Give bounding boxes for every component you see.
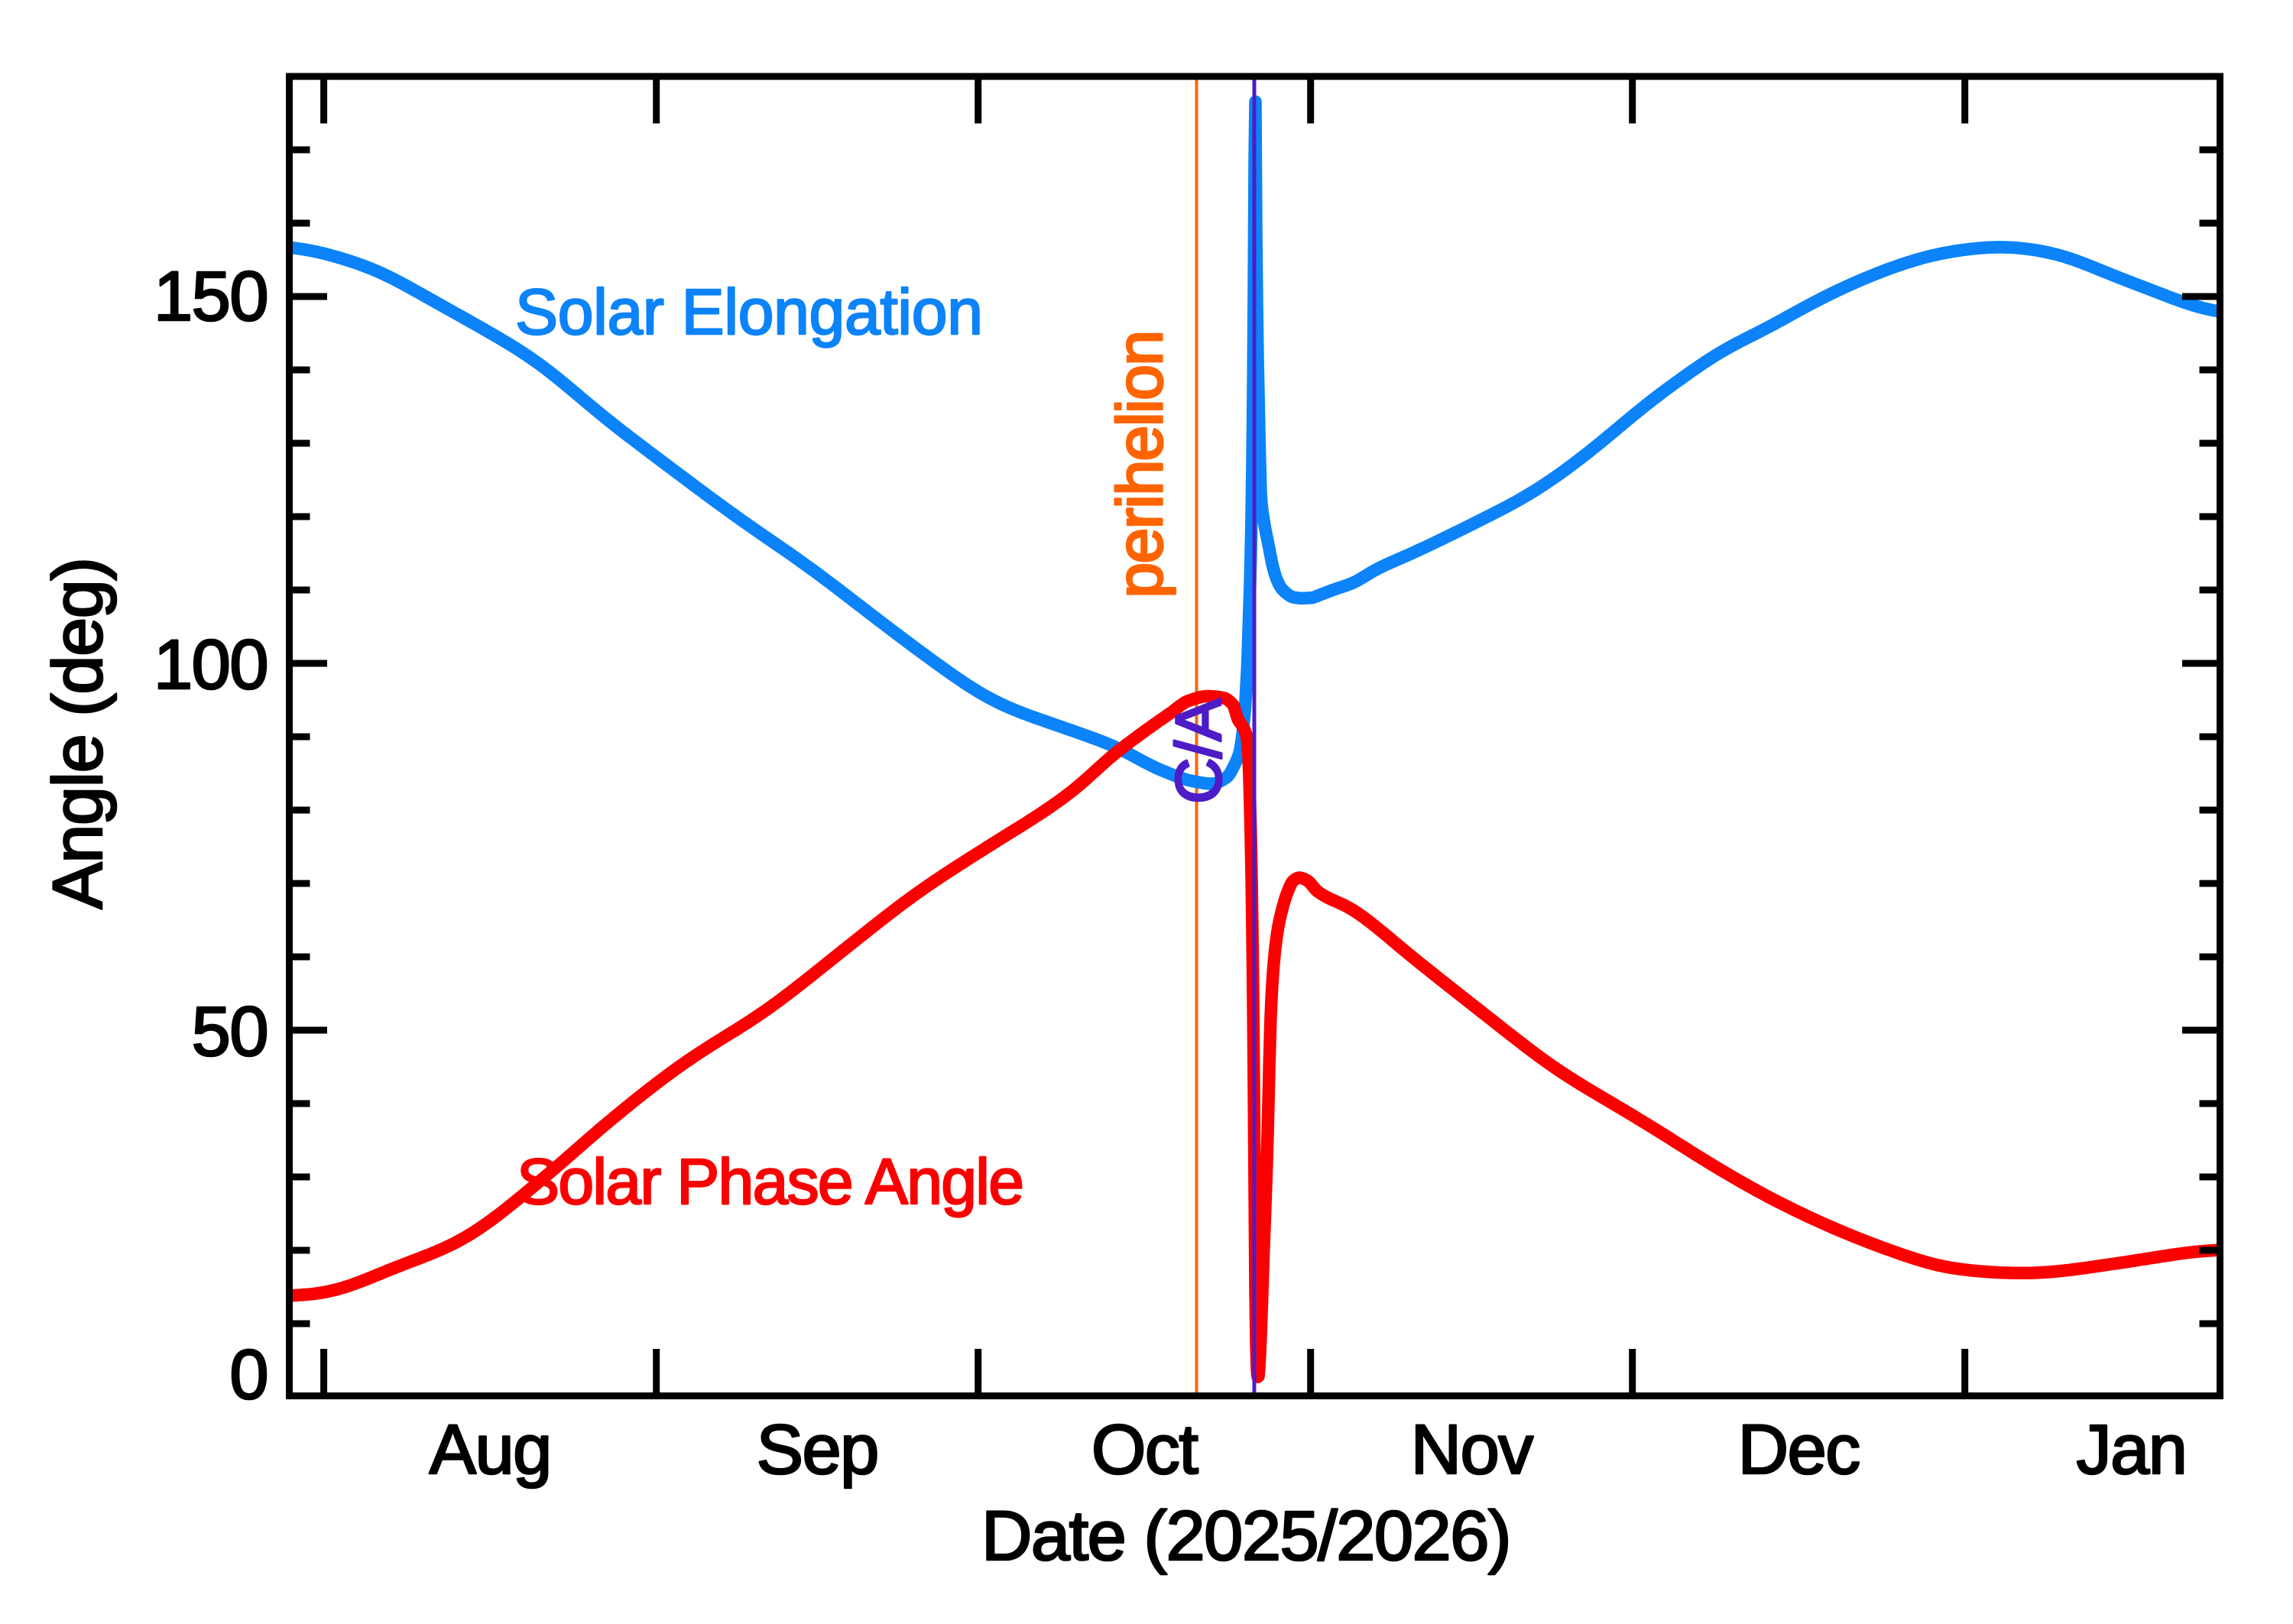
svg-text:Dec: Dec — [1738, 1411, 1860, 1489]
svg-text:perihelion: perihelion — [1104, 331, 1176, 598]
svg-text:0: 0 — [229, 1336, 268, 1414]
svg-text:Jan: Jan — [2077, 1411, 2187, 1489]
svg-text:Angle (deg): Angle (deg) — [39, 558, 117, 909]
svg-text:Solar Elongation: Solar Elongation — [515, 276, 983, 348]
svg-text:Nov: Nov — [1411, 1411, 1534, 1489]
svg-text:150: 150 — [154, 258, 268, 335]
svg-text:50: 50 — [192, 993, 268, 1071]
svg-text:Oct: Oct — [1091, 1411, 1198, 1489]
svg-text:Sep: Sep — [757, 1411, 878, 1489]
svg-text:Aug: Aug — [430, 1411, 551, 1489]
svg-text:C/A: C/A — [1163, 699, 1234, 804]
svg-text:Solar Phase Angle: Solar Phase Angle — [517, 1146, 1023, 1217]
svg-text:100: 100 — [154, 626, 268, 704]
svg-text:Date (2025/2026): Date (2025/2026) — [981, 1497, 1510, 1575]
